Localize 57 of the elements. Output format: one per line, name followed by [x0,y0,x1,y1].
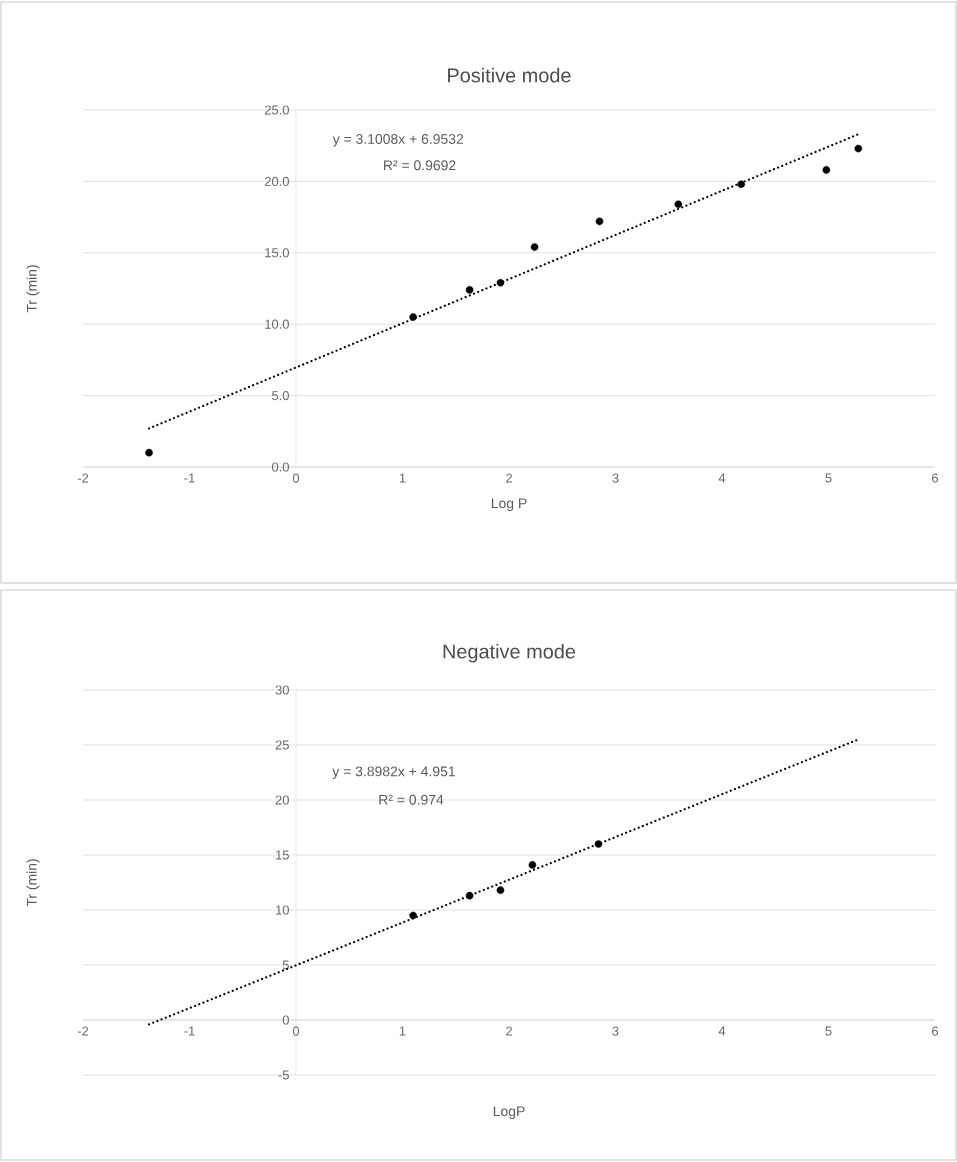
y-tick-label: 30 [275,685,289,695]
x-axis-title: LogP [493,1106,525,1119]
y-axis-title: Tr (min) [26,265,40,313]
point [854,144,863,153]
y-tick-label: 25 [275,740,289,750]
x-axis-title: Log P [491,498,527,511]
x-tick-label: -1 [184,1026,195,1036]
y-tick-label: 15.0 [265,248,289,258]
point [465,286,474,294]
x-tick-label: 2 [506,473,512,483]
x-tick-label: 6 [932,473,939,483]
y-tick-label: 15 [276,850,289,860]
y-tick-label: 0.0 [271,462,289,472]
point [496,886,505,894]
point [145,448,153,457]
y-tick-label: 5.0 [271,391,289,401]
point [409,911,417,920]
y-tick-label: 25.0 [264,105,289,115]
x-tick-label: 0 [292,1026,300,1036]
y-tick-label: 10 [276,905,289,915]
point [737,180,745,189]
y-tick-label: -5 [278,1070,289,1080]
point [530,243,539,251]
x-tick-label: 4 [718,473,726,483]
point [528,861,537,869]
chart-title: Negative mode [443,643,576,663]
chart-title: Positive mode [448,67,571,83]
annotation: R² = 0.974 [379,794,444,805]
x-tick-label: 5 [825,473,832,483]
y-tick-label: 0 [282,1015,289,1025]
point [465,891,474,900]
x-tick-label: 1 [399,473,406,483]
point [822,166,831,174]
y-tick-label: 10.0 [265,319,289,329]
point [595,217,604,226]
x-tick-label: 0 [292,473,300,483]
annotation: y = 3.1008x + 6.9532 [332,134,464,147]
point [409,313,417,321]
x-tick-label: 1 [399,1026,406,1036]
point [594,840,603,848]
x-tick-label: 6 [932,1026,939,1036]
y-axis-title: Tr (min) [26,859,40,907]
x-tick-label: 2 [506,1026,512,1036]
y-tick-label: 5 [282,960,289,970]
x-tick-label: 4 [718,1026,726,1036]
point [496,278,505,287]
point [674,200,683,209]
x-tick-label: -1 [184,473,195,483]
annotation: y = 3.8982x + 4.951 [332,766,455,780]
x-tick-label: 3 [612,473,619,483]
y-tick-label: 20 [275,795,289,805]
x-tick-label: -2 [77,473,89,483]
y-tick-label: 20.0 [264,176,289,186]
annotation: R² = 0.9692 [384,160,456,171]
x-tick-label: 5 [825,1026,832,1036]
x-tick-label: -2 [77,1026,89,1036]
x-tick-label: 3 [612,1026,619,1036]
